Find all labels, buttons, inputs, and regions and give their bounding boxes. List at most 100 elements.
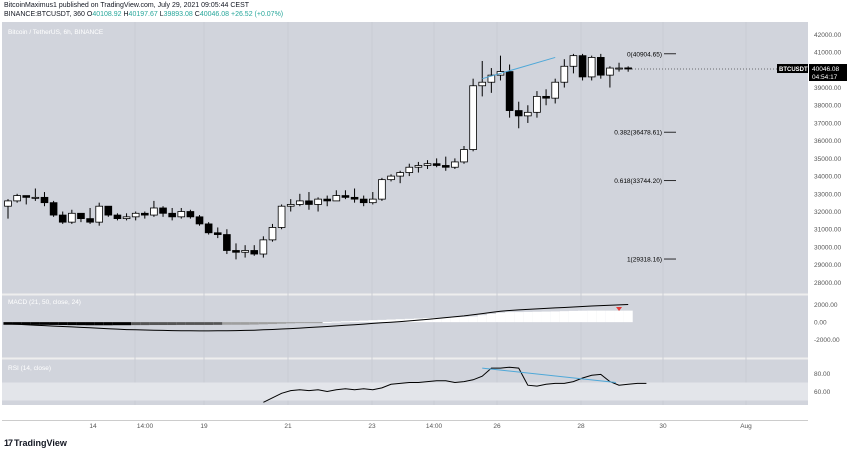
macd-histogram-bar: [94, 322, 104, 326]
candle-up: [423, 163, 432, 166]
macd-histogram-bar: [204, 322, 214, 325]
macd-histogram-bar: [3, 322, 13, 325]
candle-up: [606, 67, 614, 76]
price-tick-label: 42000.00: [814, 32, 841, 39]
close-value: 40046.08: [199, 11, 230, 18]
macd-histogram-bar: [623, 310, 633, 323]
candle-up: [524, 111, 532, 117]
candle-down: [441, 165, 450, 168]
tradingview-logo-icon: 17: [4, 438, 13, 448]
candle-up: [259, 239, 268, 255]
macd-cross-down-marker: [616, 307, 623, 311]
macd-histogram-bar: [441, 317, 451, 323]
price-tick-label: 31000.00: [814, 227, 841, 234]
publish-info: BitcoinMaximus1 published on TradingView…: [4, 2, 250, 9]
high-label: H: [123, 11, 129, 18]
macd-histogram-bar: [12, 322, 22, 325]
macd-histogram-bar: [322, 321, 332, 323]
fib-level-label: 0(40904.65): [627, 51, 662, 58]
time-tick-label: Aug: [740, 423, 752, 430]
macd-histogram-bar: [587, 310, 597, 323]
candle-down: [186, 211, 195, 218]
time-tick-label: 19: [200, 423, 208, 430]
price-tick-label: 36000.00: [814, 138, 841, 145]
candle-up: [332, 195, 341, 202]
candle-down: [624, 67, 632, 70]
symbol-tag: [777, 64, 808, 74]
candle-down: [514, 110, 523, 117]
macd-histogram-bar: [185, 322, 195, 325]
candle-down: [542, 95, 550, 99]
macd-histogram-bar: [386, 319, 396, 323]
candle-down: [359, 198, 368, 204]
candle-down: [432, 163, 441, 166]
candle-down: [168, 212, 176, 218]
macd-histogram-bar: [167, 322, 177, 326]
candle-down: [58, 214, 67, 223]
macd-histogram-bar: [304, 322, 314, 324]
candle-down: [40, 196, 49, 204]
macd-tick-label: -2000.00: [814, 337, 840, 344]
macd-histogram-bar: [240, 322, 250, 325]
macd-histogram-bar: [578, 310, 588, 323]
macd-histogram-bar: [49, 322, 59, 325]
rsi-tick-label: 60.00: [814, 389, 831, 396]
macd-histogram-bar: [277, 322, 287, 324]
candle-up: [615, 67, 623, 70]
macd-histogram-bar: [258, 322, 268, 325]
price-tick-label: 37000.00: [814, 120, 841, 127]
macd-histogram-bar: [140, 322, 150, 326]
macd-histogram-bar: [596, 310, 606, 323]
macd-histogram-bar: [30, 322, 40, 325]
candle-up: [396, 172, 404, 177]
macd-histogram-bar: [550, 311, 560, 323]
macd-histogram-bar: [295, 322, 305, 324]
macd-tick-label: 2000.00: [814, 302, 838, 309]
candle-up: [469, 85, 477, 150]
change-value: +26.52 (+0.07%): [230, 11, 284, 18]
candle-down: [578, 55, 587, 78]
candle-down: [505, 71, 514, 111]
time-tick-label: 21: [284, 423, 292, 430]
macd-histogram-bar: [331, 321, 341, 323]
macd-histogram-bar: [432, 317, 442, 323]
candle-up: [68, 212, 76, 223]
macd-tick-label: 0.00: [814, 320, 827, 327]
symbol-resolution: BINANCE:BTCUSDT, 360: [4, 11, 85, 18]
rsi-line: [263, 366, 647, 403]
fib-level-label: 0.618(33744.20): [614, 178, 662, 185]
price-tick-label: 38000.00: [814, 103, 841, 110]
candle-down: [159, 207, 167, 214]
candle-down: [86, 218, 94, 223]
macd-histogram-bar: [21, 322, 31, 325]
candle-down: [232, 250, 240, 253]
candle-down: [204, 223, 213, 234]
macd-histogram-bar: [477, 315, 487, 323]
candle-down: [305, 200, 313, 205]
price-tick-label: 29000.00: [814, 262, 841, 269]
price-tick-label: 34000.00: [814, 174, 841, 181]
price-tick-label: 41000.00: [814, 50, 841, 57]
candle-down: [250, 250, 259, 255]
macd-histogram-bar: [350, 320, 360, 323]
fib-level-label: 1(29318.16): [627, 257, 662, 264]
time-tick-label: 14:00: [426, 423, 443, 430]
candle-up: [241, 250, 249, 253]
macd-histogram-bar: [131, 322, 141, 326]
candle-down: [104, 205, 113, 216]
candle-down: [140, 212, 149, 216]
macd-histogram-bar: [58, 322, 68, 326]
candle-up: [451, 161, 459, 168]
open-value: 40108.92: [92, 11, 122, 18]
candle-up: [131, 212, 140, 218]
plot-background: [2, 22, 808, 405]
price-tick-label: 39000.00: [814, 85, 841, 92]
macd-histogram-bar: [559, 311, 569, 323]
macd-histogram-bar: [568, 310, 578, 323]
macd-histogram-bar: [514, 312, 524, 323]
time-tick-label: 14: [89, 423, 97, 430]
rsi-tick-label: 80.00: [814, 371, 831, 378]
rsi-divergence-line: [482, 367, 616, 383]
time-tick-label: 23: [368, 423, 376, 430]
